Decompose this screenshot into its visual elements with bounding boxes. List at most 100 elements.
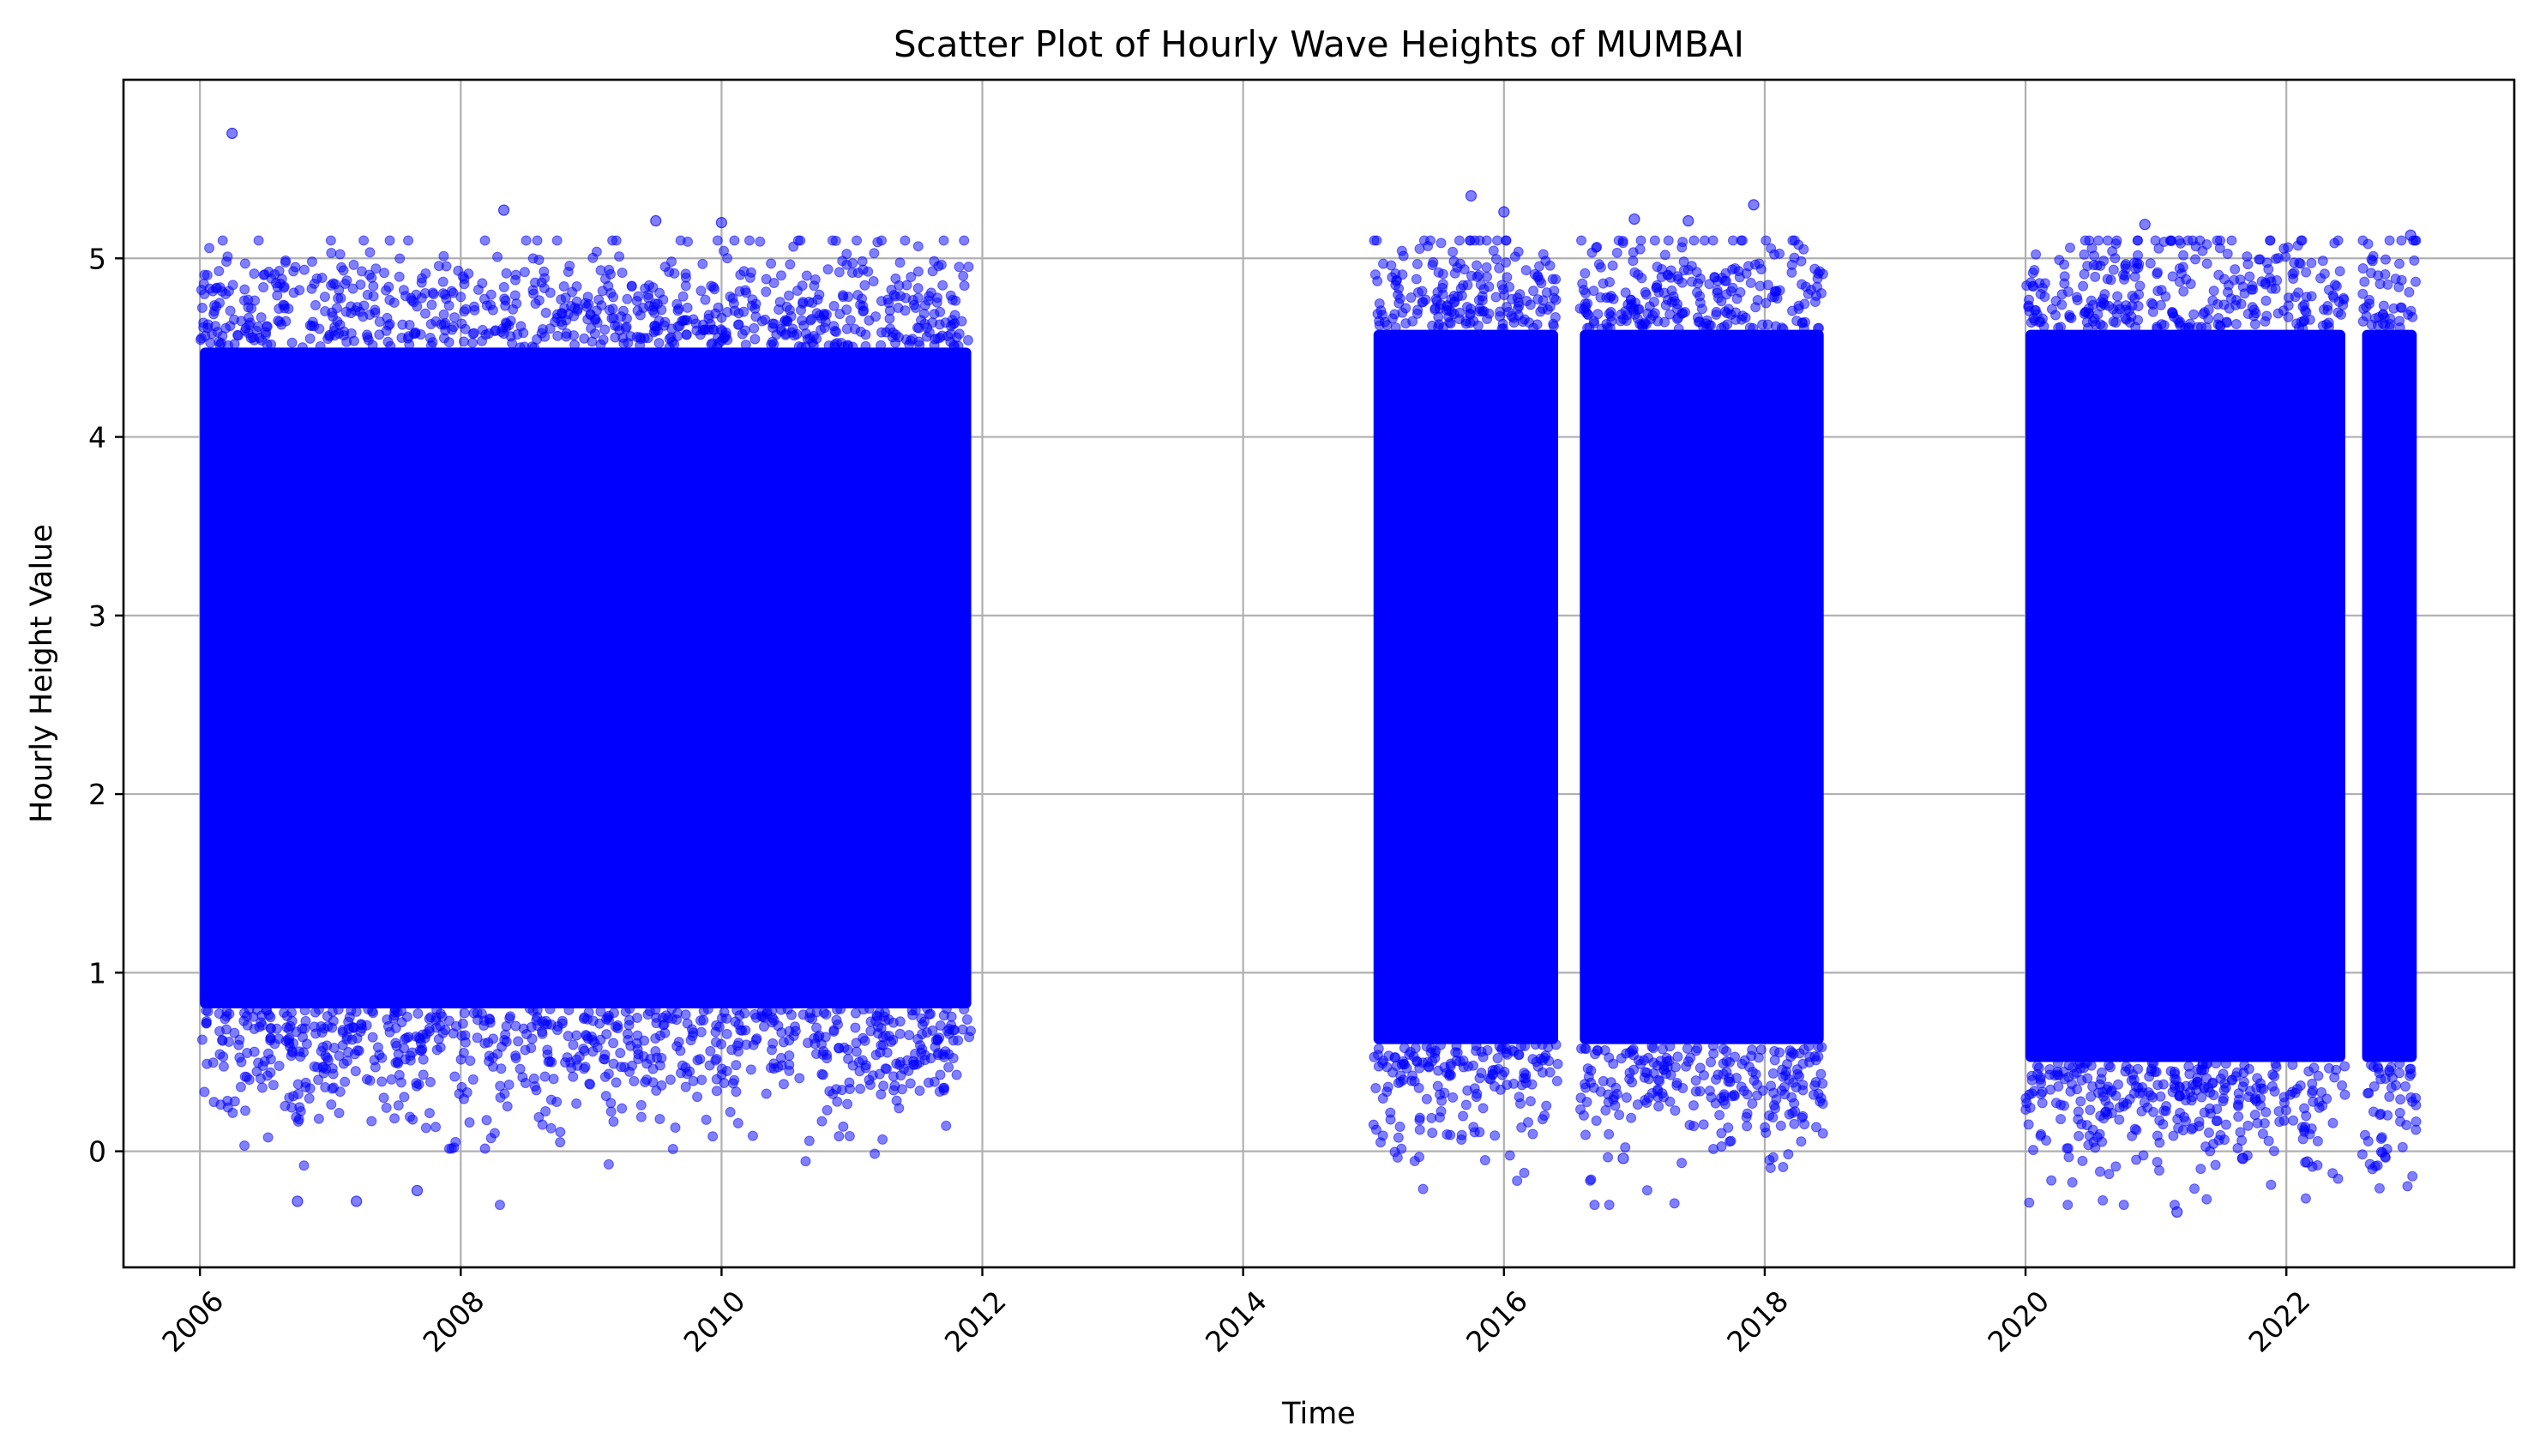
data-point — [2194, 1116, 2205, 1128]
data-point — [1682, 1043, 1693, 1054]
data-point — [1474, 235, 1485, 246]
data-point — [279, 303, 290, 314]
data-point — [1582, 1063, 1593, 1074]
data-point — [2384, 235, 2395, 246]
data-point — [2167, 271, 2178, 282]
data-point — [472, 284, 484, 295]
data-point — [459, 1008, 470, 1019]
data-point — [1400, 303, 1411, 314]
data-point — [2059, 1074, 2070, 1085]
data-point — [1407, 316, 1418, 327]
data-point — [560, 292, 571, 304]
data-point — [288, 266, 299, 277]
data-point — [798, 297, 809, 308]
data-point — [1767, 1068, 1779, 1079]
data-point — [527, 1005, 539, 1016]
data-point — [2024, 1089, 2035, 1100]
data-point — [1768, 1100, 1779, 1111]
data-point — [1448, 246, 1459, 257]
data-point — [2158, 237, 2170, 248]
data-point — [1592, 242, 1603, 253]
data-point — [695, 286, 707, 297]
data-point — [2197, 245, 2208, 256]
data-point — [582, 1033, 593, 1044]
data-point — [1432, 1080, 1443, 1092]
data-point — [2087, 1081, 2098, 1092]
data-point — [1677, 1082, 1688, 1093]
data-point — [2394, 258, 2405, 269]
data-point — [300, 1015, 311, 1026]
data-point — [388, 1013, 400, 1024]
data-point — [520, 1077, 531, 1088]
data-point — [1809, 296, 1821, 307]
data-point — [876, 1089, 887, 1100]
data-point — [650, 1032, 661, 1044]
data-point — [1790, 1106, 1801, 1117]
data-point — [1739, 1055, 1750, 1066]
data-point — [605, 268, 616, 280]
data-point — [1660, 299, 1671, 310]
data-point — [2229, 274, 2240, 286]
data-point — [2321, 1093, 2332, 1104]
data-point — [1690, 1086, 1701, 1097]
data-point — [1736, 235, 1747, 246]
data-point — [2189, 1183, 2200, 1194]
data-point — [513, 1036, 524, 1047]
data-point — [907, 334, 918, 345]
data-point — [665, 1074, 676, 1086]
data-point — [834, 1043, 845, 1054]
data-point — [667, 1143, 678, 1154]
data-point — [629, 1075, 640, 1086]
data-point — [1745, 277, 1756, 288]
data-point — [505, 331, 516, 342]
data-point — [201, 1005, 212, 1016]
data-point — [2249, 1110, 2260, 1121]
data-point — [2374, 1182, 2385, 1194]
data-point — [1785, 1045, 1796, 1056]
data-point — [571, 1098, 582, 1110]
data-point — [642, 1009, 653, 1020]
data-point — [449, 1071, 460, 1082]
data-point — [1729, 1091, 1740, 1102]
data-point — [2160, 291, 2171, 302]
data-point — [912, 266, 924, 277]
data-point — [842, 1098, 853, 1110]
data-point — [1787, 235, 1798, 246]
data-point — [894, 1028, 906, 1039]
data-point — [1606, 316, 1617, 327]
data-point — [1692, 312, 1703, 323]
data-point — [2271, 253, 2282, 264]
data-point — [653, 338, 665, 349]
data-point — [239, 1140, 250, 1152]
data-point — [503, 1079, 515, 1090]
data-point — [895, 1070, 906, 1081]
data-point — [1418, 235, 1430, 246]
data-point — [196, 1034, 208, 1045]
data-point — [1641, 1098, 1652, 1109]
data-point — [959, 1004, 970, 1015]
data-point — [240, 1105, 251, 1116]
data-point — [2212, 1116, 2223, 1127]
data-point — [894, 257, 906, 268]
data-point — [1468, 1122, 1479, 1133]
data-point — [1652, 1086, 1663, 1097]
data-point — [768, 339, 779, 350]
data-point — [1514, 1092, 1525, 1103]
data-point — [1528, 286, 1539, 297]
data-point — [199, 1086, 210, 1098]
data-point — [617, 305, 629, 316]
data-point — [1465, 317, 1476, 328]
data-point — [2317, 256, 2328, 267]
data-point — [2127, 290, 2138, 301]
data-point — [1786, 259, 1797, 270]
data-point — [867, 1070, 878, 1081]
data-point — [455, 292, 466, 303]
data-point — [959, 235, 970, 246]
data-point — [702, 1003, 713, 1014]
y-tick-label: 1 — [88, 956, 106, 990]
data-point — [298, 264, 310, 275]
data-point — [859, 1035, 870, 1046]
data-point — [400, 1054, 411, 1065]
data-point — [394, 271, 405, 282]
data-point — [2158, 1105, 2170, 1116]
